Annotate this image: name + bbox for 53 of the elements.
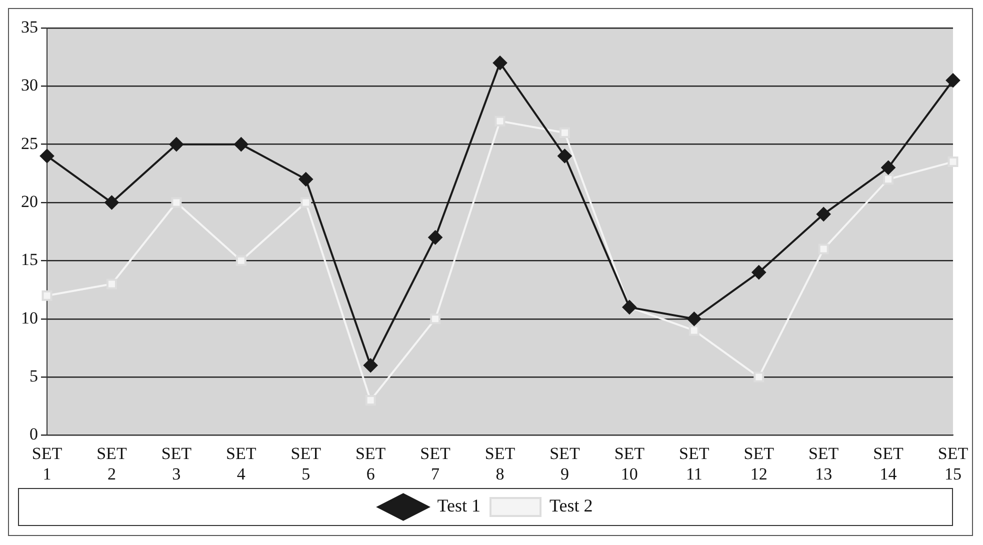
point — [688, 325, 700, 336]
point — [559, 127, 570, 138]
point — [364, 358, 378, 372]
point — [816, 207, 831, 222]
y-tick-label: 30 — [21, 76, 38, 95]
x-tick-label: SET 7 — [420, 444, 452, 484]
point — [752, 265, 766, 280]
point — [300, 197, 312, 208]
x-tick-label: SET 14 — [873, 444, 904, 484]
point — [687, 312, 702, 326]
x-tick-label: SET 5 — [290, 444, 322, 484]
point — [40, 148, 54, 163]
x-tick-label: SET 13 — [808, 444, 840, 484]
point — [169, 137, 184, 152]
point — [171, 197, 182, 208]
y-tick-label: 5 — [30, 366, 38, 386]
point — [298, 172, 313, 186]
x-tick-label: SET 3 — [161, 444, 192, 484]
y-tick-label: 10 — [21, 308, 38, 328]
point — [948, 156, 958, 168]
x-tick-label: SET 8 — [484, 444, 516, 484]
x-tick-label: SET 6 — [355, 444, 386, 484]
point — [236, 255, 246, 266]
point — [42, 290, 52, 301]
y-tick-label: 20 — [21, 192, 38, 211]
point — [365, 395, 376, 406]
y-tick-label: 0 — [30, 424, 38, 444]
point — [818, 244, 829, 254]
x-tick-label: SET 4 — [226, 444, 257, 484]
point — [558, 148, 572, 163]
x-tick-label: SET 15 — [938, 444, 969, 484]
x-tick-label: SET 11 — [679, 444, 710, 484]
legend-label: Test 1 — [437, 496, 480, 516]
x-tick-label: SET 2 — [96, 444, 128, 484]
x-tick-label: SET 1 — [32, 444, 63, 484]
point — [430, 314, 441, 324]
x-tick-label: SET 9 — [550, 444, 580, 484]
x-tick-label: SET 12 — [744, 444, 775, 484]
point — [494, 116, 506, 126]
point — [883, 174, 894, 184]
legend-label: Test 2 — [550, 496, 593, 516]
point — [104, 196, 119, 210]
y-tick-label: 25 — [21, 134, 38, 153]
point — [428, 230, 442, 244]
point — [234, 137, 248, 152]
y-tick-label: 15 — [21, 250, 38, 270]
point — [106, 278, 117, 290]
x-tick-label: SET 10 — [614, 444, 646, 484]
point — [881, 160, 896, 175]
y-tick-label: 35 — [21, 17, 38, 36]
point — [946, 73, 960, 88]
point — [493, 56, 507, 70]
point — [754, 372, 764, 382]
